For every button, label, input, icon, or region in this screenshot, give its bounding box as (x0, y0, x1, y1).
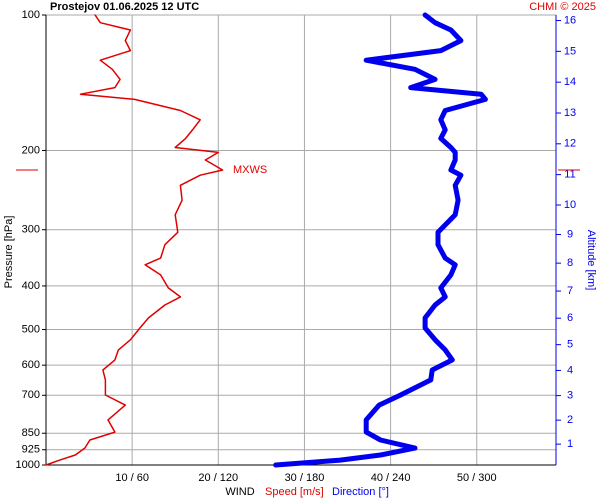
y2-tick-label: 14 (564, 76, 576, 88)
y2-tick-label: 3 (567, 390, 573, 402)
x-axis-label: WIND (225, 486, 254, 498)
y2-tick-label: 8 (567, 257, 573, 269)
y2-tick-label: 9 (567, 228, 573, 240)
y2-tick-label: 4 (567, 364, 573, 376)
y-tick-label: 1000 (16, 459, 40, 471)
x-tick-label: 30 / 180 (285, 472, 325, 484)
y-tick-label: 925 (22, 444, 40, 456)
legend-speed: Speed [m/s] (265, 486, 324, 498)
y-tick-label: 200 (22, 144, 40, 156)
line-direction (273, 12, 488, 468)
annotation-label: MXWS (233, 164, 267, 176)
y-tick-label: 100 (22, 9, 40, 21)
y-tick-label: 300 (22, 224, 40, 236)
y2-axis-label: Altitude [km] (585, 230, 597, 291)
legend-direction: Direction [°] (332, 486, 389, 498)
y2-tick-label: 2 (567, 414, 573, 426)
x-tick-label: 50 / 300 (457, 472, 497, 484)
x-tick-label: 10 / 60 (115, 472, 149, 484)
credit: CHMI © 2025 (529, 1, 596, 13)
y2-tick-label: 1 (567, 438, 573, 450)
y-tick-label: 700 (22, 389, 40, 401)
y-tick-label: 400 (22, 280, 40, 292)
x-tick-label: 40 / 240 (371, 472, 411, 484)
y2-tick-label: 10 (564, 199, 576, 211)
y-tick-label: 850 (22, 427, 40, 439)
y2-tick-label: 12 (564, 138, 576, 150)
chart-title: Prostejov 01.06.2025 12 UTC (50, 1, 199, 13)
y2-tick-label: 7 (567, 285, 573, 297)
x-tick-label: 20 / 120 (198, 472, 238, 484)
y2-tick-label: 16 (564, 14, 576, 26)
y-tick-label: 500 (22, 323, 40, 335)
line-speed (45, 14, 224, 466)
y-tick-label: 600 (22, 359, 40, 371)
y2-tick-label: 6 (567, 312, 573, 324)
y2-tick-label: 15 (564, 45, 576, 57)
y2-tick-label: 5 (567, 339, 573, 351)
y2-tick-label: 11 (564, 169, 575, 181)
y-axis-label: Pressure [hPa] (3, 216, 15, 289)
y2-tick-label: 13 (564, 107, 576, 119)
